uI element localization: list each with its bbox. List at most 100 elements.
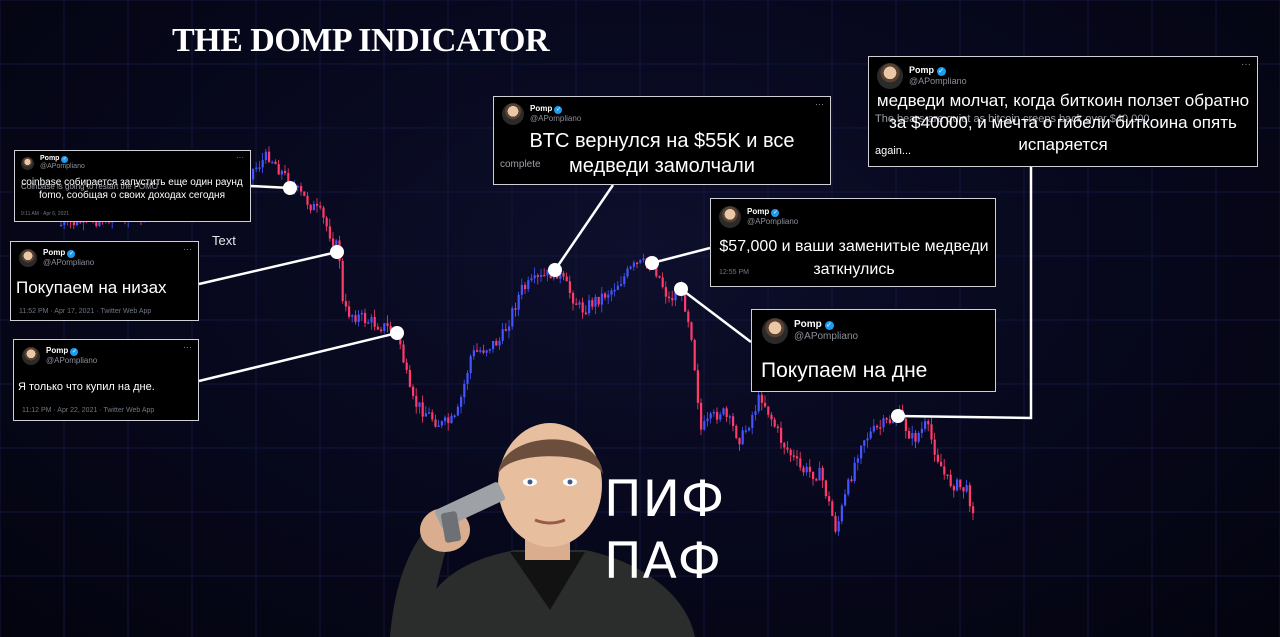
avatar xyxy=(719,206,741,228)
meme-caption-top: ПИФ xyxy=(604,470,726,528)
candle-up xyxy=(440,421,443,426)
connector-line xyxy=(198,331,398,383)
candle-down xyxy=(568,281,571,293)
candle-up xyxy=(460,397,463,407)
candle-down xyxy=(824,480,827,497)
candle-up xyxy=(924,421,927,429)
candle-down xyxy=(671,297,674,301)
tweet-original-text: complete xyxy=(500,159,541,170)
candle-up xyxy=(748,427,751,431)
tweet-author-name: Pomp xyxy=(794,319,822,330)
candle-up xyxy=(498,340,501,346)
candle-up xyxy=(853,462,856,482)
candle-up xyxy=(965,485,968,492)
tweet-author-name: Pomp xyxy=(909,65,935,75)
tweet-author-name: Pomp xyxy=(40,155,60,162)
tweet-timestamp: 12:55 PM xyxy=(719,269,749,276)
candle-up xyxy=(271,161,274,164)
candle-down xyxy=(684,285,687,312)
candle-down xyxy=(693,339,696,371)
candle-down xyxy=(802,467,805,473)
candle-up xyxy=(472,350,475,357)
candle-up xyxy=(600,293,603,305)
avatar xyxy=(19,249,37,267)
connector-line xyxy=(651,246,711,265)
candle-down xyxy=(344,301,347,307)
tweet-card-btc-55k: Pomp ✓ @APompliano ··· complete BTC верн… xyxy=(493,96,831,185)
candle-down xyxy=(972,506,975,514)
candle-up xyxy=(335,240,338,246)
candle-down xyxy=(959,479,962,488)
candle-down xyxy=(504,329,507,331)
tweet-card-buying-dip: Pomp ✓ @APompliano Покупаем на дне xyxy=(751,309,996,392)
candle-up xyxy=(741,430,744,445)
chart-text-label: Text xyxy=(212,233,236,248)
candle-down xyxy=(604,293,607,298)
candle-up xyxy=(869,431,872,439)
candle-up xyxy=(63,220,66,225)
connector-line xyxy=(680,288,752,343)
candle-up xyxy=(610,290,613,295)
more-options-icon: ··· xyxy=(183,342,192,352)
candle-down xyxy=(434,419,437,427)
candle-down xyxy=(783,442,786,448)
candle-down xyxy=(690,322,693,340)
candle-down xyxy=(536,275,539,277)
candle-down xyxy=(908,430,911,439)
candle-up xyxy=(844,494,847,506)
pistol-icon xyxy=(435,482,505,543)
candle-down xyxy=(943,466,946,475)
candle-up xyxy=(60,224,63,227)
candle-down xyxy=(876,425,879,428)
candle-down xyxy=(815,479,818,481)
candle-down xyxy=(543,274,546,277)
candle-down xyxy=(716,411,719,420)
tweet-author-handle: @APompliano xyxy=(794,331,859,342)
candle-down xyxy=(581,302,584,313)
tweet-marker-dot xyxy=(390,326,404,340)
candle-down xyxy=(95,222,98,226)
candle-down xyxy=(930,424,933,440)
candle-down xyxy=(565,276,568,282)
candle-down xyxy=(373,317,376,327)
candle-down xyxy=(412,386,415,396)
candle-down xyxy=(946,474,949,476)
candle-up xyxy=(818,467,821,481)
candle-down xyxy=(402,344,405,363)
candle-down xyxy=(850,479,853,482)
candle-down xyxy=(812,471,815,480)
candle-up xyxy=(511,308,514,327)
candle-up xyxy=(418,402,421,407)
candle-down xyxy=(949,474,952,487)
verified-badge-icon: ✓ xyxy=(554,106,563,114)
candle-down xyxy=(328,226,331,239)
candle-down xyxy=(376,326,379,330)
candle-down xyxy=(319,205,322,208)
candle-down xyxy=(831,501,834,516)
candle-down xyxy=(514,308,517,310)
candle-up xyxy=(540,274,543,277)
candle-down xyxy=(933,439,936,455)
candle-down xyxy=(664,287,667,297)
candle-up xyxy=(383,323,386,332)
candle-up xyxy=(866,438,869,441)
candle-down xyxy=(348,306,351,317)
candle-up xyxy=(632,262,635,267)
tweet-author-handle: @APompliano xyxy=(747,217,799,226)
candle-up xyxy=(520,284,523,295)
candle-down xyxy=(300,185,303,192)
candle-down xyxy=(821,467,824,481)
tweet-caption: $57,000 и ваши заменитые медведи заткнул… xyxy=(719,238,989,278)
mouth xyxy=(534,518,566,525)
candle-down xyxy=(306,195,309,205)
candle-up xyxy=(956,479,959,491)
candle-down xyxy=(332,238,335,246)
candle-up xyxy=(485,350,488,353)
tweet-author-name: Pomp xyxy=(46,346,69,355)
candle-up xyxy=(357,314,360,322)
candle-down xyxy=(309,204,312,211)
candle-up xyxy=(370,317,373,323)
candle-up xyxy=(744,430,747,432)
tweet-card-bears-quiet: Pomp ✓ @APompliano ··· The bears are qui… xyxy=(868,56,1258,167)
connector-line xyxy=(897,167,1033,420)
